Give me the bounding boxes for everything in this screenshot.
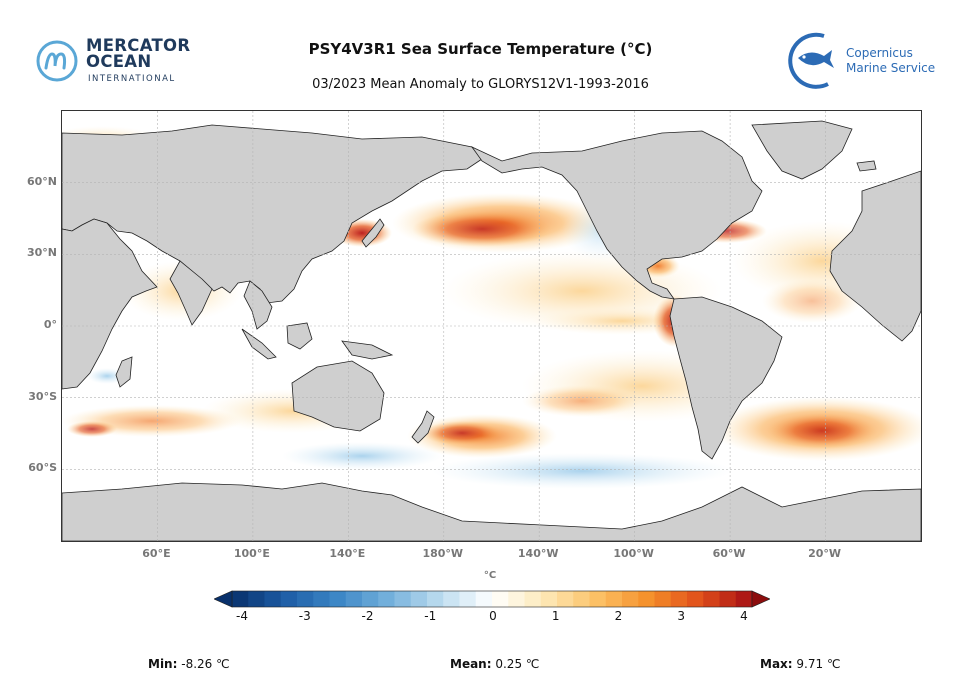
lat-label: 30°S [28,389,57,403]
mercator-logo-name: MERCATOR OCEAN [86,36,191,71]
land-europe-africa-east [829,170,921,342]
land-sumatra [241,328,277,360]
land-indochina [243,280,273,330]
land-iceland [856,160,877,172]
land-north-america [470,130,763,300]
colorbar-step [703,591,720,607]
colorbar-step [475,591,493,607]
colorbar-unit: °C [483,570,497,581]
colorbar-step [622,591,639,607]
colorbar-step [297,591,314,607]
colorbar-step [280,591,298,607]
mercator-logo-subtitle: INTERNATIONAL [88,74,176,84]
land-india [169,260,213,326]
lon-label: 20°W [808,547,842,560]
lon-label: 140°W [517,547,559,560]
colorbar-step [345,591,363,607]
colorbar-step [492,591,509,607]
land-masses [62,120,921,541]
colorbar-step [540,591,558,607]
colorbar-step [589,591,607,607]
colorbar-step [670,591,688,607]
colorbar-step [232,591,249,607]
colorbar-tick-label: -4 [236,609,248,623]
colorbar-max-arrow [751,590,770,608]
map-gridlines [62,111,921,541]
lat-label: 60°S [28,461,57,475]
land-antarctica [62,482,921,541]
colorbar-tick-label: 3 [677,609,686,623]
colorbar-step [410,591,428,607]
colorbar-step [719,591,737,607]
sst-anomaly-field [62,126,921,489]
lat-label: 60°N [26,174,57,188]
mean-stat: Mean: 0.25 ℃ [450,657,540,671]
lat-label: 30°N [26,246,57,260]
colorbar-step [573,591,590,607]
lon-label: 100°E [233,547,270,560]
colorbar-step [459,591,477,607]
mercator-ocean-logo: MERCATOR OCEAN INTERNATIONAL [36,36,196,86]
land-south-america [669,296,783,460]
land-arabia-africa [62,218,158,390]
land-greenland [751,120,853,180]
colorbar-step [427,591,444,607]
map-canvas [62,111,921,541]
map-title: PSY4V3R1 Sea Surface Temperature (°C) [308,40,653,58]
colorbar-step [378,591,395,607]
colorbar-tick-label: 4 [740,609,748,623]
colorbar-steps [231,590,753,608]
colorbar-step [687,591,704,607]
colorbar-tick-label: -1 [424,609,437,623]
land-new-zealand [411,410,435,444]
lon-label: 100°W [613,547,654,560]
colorbar-step [557,591,574,607]
mercator-logo-icon [36,40,78,82]
colorbar-step [443,591,460,607]
sst-anomaly-map [61,110,922,542]
colorbar-step [362,591,379,607]
colorbar-step [735,591,753,607]
max-stat: Max: 9.71 ℃ [760,657,841,671]
colorbar-step [394,591,412,607]
colorbar-min-arrow [214,590,233,608]
lon-label: 180°W [422,547,464,560]
colorbar [214,590,770,608]
colorbar-step [264,591,282,607]
land-new-guinea [341,340,394,360]
copernicus-marine-logo: Copernicus Marine Service [784,30,954,92]
min-stat: Min: -8.26 ℃ [148,657,230,671]
copernicus-fish-icon [788,32,834,89]
land-australia [291,360,385,432]
colorbar-tick-label: -2 [361,609,374,623]
colorbar-step [313,591,330,607]
colorbar-tick-label: 2 [614,609,623,623]
lon-label: 60°E [142,547,171,560]
copernicus-logo-text: Copernicus Marine Service [846,46,936,75]
colorbar-tick-label: 1 [551,609,560,623]
colorbar-tick-label: 0 [489,609,497,623]
colorbar-step [605,591,623,607]
land-madagascar [115,356,133,388]
colorbar-step [508,591,525,607]
land-japan [361,218,385,248]
colorbar-step [248,591,265,607]
colorbar-step [329,591,347,607]
land-borneo [286,322,313,350]
colorbar-step [654,591,672,607]
lat-label: 0° [43,318,57,331]
lon-label: 60°W [712,547,746,560]
map-subtitle: 03/2023 Mean Anomaly to GLORYS12V1-1993-… [312,77,649,92]
colorbar-step [638,591,655,607]
colorbar-step [524,591,542,607]
colorbar-tick-label: -3 [298,609,311,623]
lon-label: 140°E [329,547,366,560]
land-asia [62,124,483,304]
